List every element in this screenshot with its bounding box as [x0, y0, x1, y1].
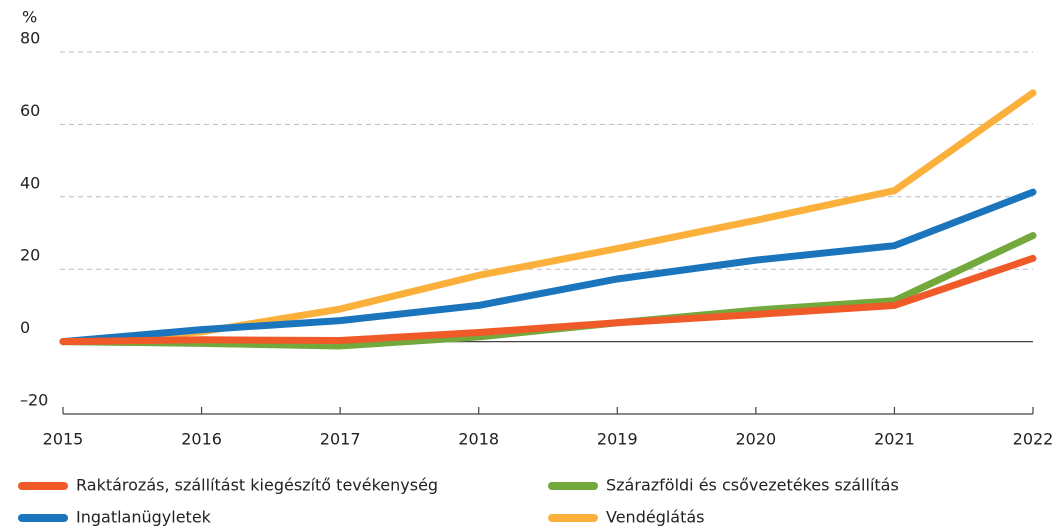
series-line: [59, 188, 1037, 346]
y-axis-label: %: [22, 8, 37, 27]
x-tick-label: 2019: [597, 430, 638, 449]
x-tick-label: 2018: [458, 430, 499, 449]
y-tick-label: 20: [20, 246, 40, 265]
y-tick-label: –20: [20, 391, 48, 410]
x-tick-label: 2022: [1013, 430, 1054, 449]
legend-label: Raktározás, szállítást kiegészítő tevéke…: [76, 476, 438, 495]
y-tick-label: 80: [20, 29, 40, 48]
legend-label: Szárazföldi és csővezetékes szállítás: [606, 476, 899, 495]
x-tick-label: 2020: [735, 430, 776, 449]
y-tick-label: 0: [20, 318, 30, 337]
y-tick-label: 60: [20, 101, 40, 120]
y-tick-label: 40: [20, 173, 40, 192]
series-line: [59, 254, 1037, 346]
x-tick-label: 2015: [43, 430, 84, 449]
legend-label: Ingatlanügyletek: [76, 508, 212, 527]
x-tick-label: 2021: [874, 430, 915, 449]
x-tick-label: 2016: [181, 430, 222, 449]
legend-label: Vendéglátás: [606, 508, 705, 527]
x-tick-label: 2017: [320, 430, 361, 449]
